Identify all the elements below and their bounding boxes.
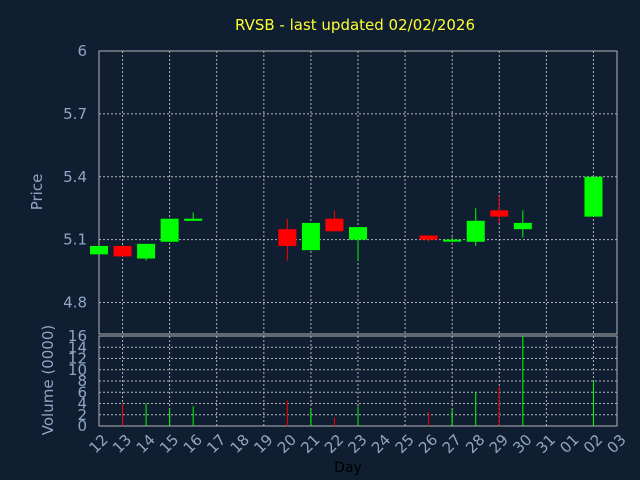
candle-body	[490, 210, 509, 217]
day-tick-label: 29	[486, 431, 512, 457]
day-tick-label: 31	[533, 431, 559, 457]
day-tick-label: 28	[462, 431, 488, 457]
candle-body	[160, 218, 179, 242]
day-tick-label: 27	[439, 431, 465, 457]
day-tick-label: 26	[415, 431, 441, 457]
day-tick-label: 15	[156, 431, 182, 457]
volume-panel: 0246810121416121314151617181920212223242…	[68, 327, 630, 457]
price-tick-label: 5.7	[63, 105, 87, 123]
day-tick-label: 18	[227, 431, 253, 457]
candle-body	[137, 243, 156, 259]
day-tick-label: 19	[250, 431, 276, 457]
candle-body	[443, 239, 462, 242]
volume-tick-label: 6	[77, 383, 87, 401]
day-tick-label: 03	[603, 431, 629, 457]
day-tick-label: 01	[556, 431, 582, 457]
day-tick-label: 14	[133, 431, 159, 457]
volume-tick-label: 2	[77, 406, 87, 424]
volume-tick-label: 10	[68, 361, 87, 379]
candle-body	[301, 222, 320, 251]
x-axis-label: Day	[334, 460, 362, 476]
day-tick-label: 21	[297, 431, 323, 457]
candle-body	[349, 227, 367, 240]
price-tick-label: 6	[77, 42, 87, 60]
price-tick-label: 5.4	[63, 168, 87, 186]
price-tick-label: 4.8	[63, 294, 87, 312]
price-tick-label: 5.1	[63, 231, 87, 249]
day-tick-label: 22	[321, 431, 347, 457]
candle-body	[466, 220, 485, 242]
volume-axis-label: Volume (0000)	[39, 325, 57, 435]
candle-body	[325, 218, 344, 232]
day-tick-label: 17	[203, 431, 229, 457]
volume-tick-label: 14	[68, 338, 87, 356]
volume-tick-label: 8	[77, 372, 87, 390]
day-tick-label: 12	[85, 431, 111, 457]
candle-body	[278, 229, 297, 246]
candle-body	[113, 245, 132, 257]
day-tick-label: 16	[180, 431, 206, 457]
day-tick-label: 02	[580, 431, 606, 457]
day-tick-label: 24	[368, 431, 394, 457]
candle-body	[90, 245, 108, 255]
candle-body	[584, 176, 603, 217]
day-tick-label: 20	[274, 431, 300, 457]
day-tick-label: 23	[344, 431, 370, 457]
volume-tick-label: 0	[77, 417, 87, 435]
day-tick-label: 13	[109, 431, 135, 457]
candle-body	[513, 222, 532, 230]
volume-tick-label: 16	[68, 327, 87, 345]
candle-body	[184, 218, 203, 221]
price-axis-label: Price	[28, 174, 46, 211]
day-tick-label: 25	[392, 431, 418, 457]
candle-body	[419, 235, 438, 240]
day-tick-label: 30	[509, 431, 535, 457]
volume-tick-label: 12	[68, 350, 87, 368]
price-panel: 4.8 5.1 5.4 5.7 6	[63, 42, 618, 335]
volume-tick-label: 4	[77, 395, 87, 413]
chart-title: RVSB - last updated 02/02/2026	[235, 16, 475, 34]
